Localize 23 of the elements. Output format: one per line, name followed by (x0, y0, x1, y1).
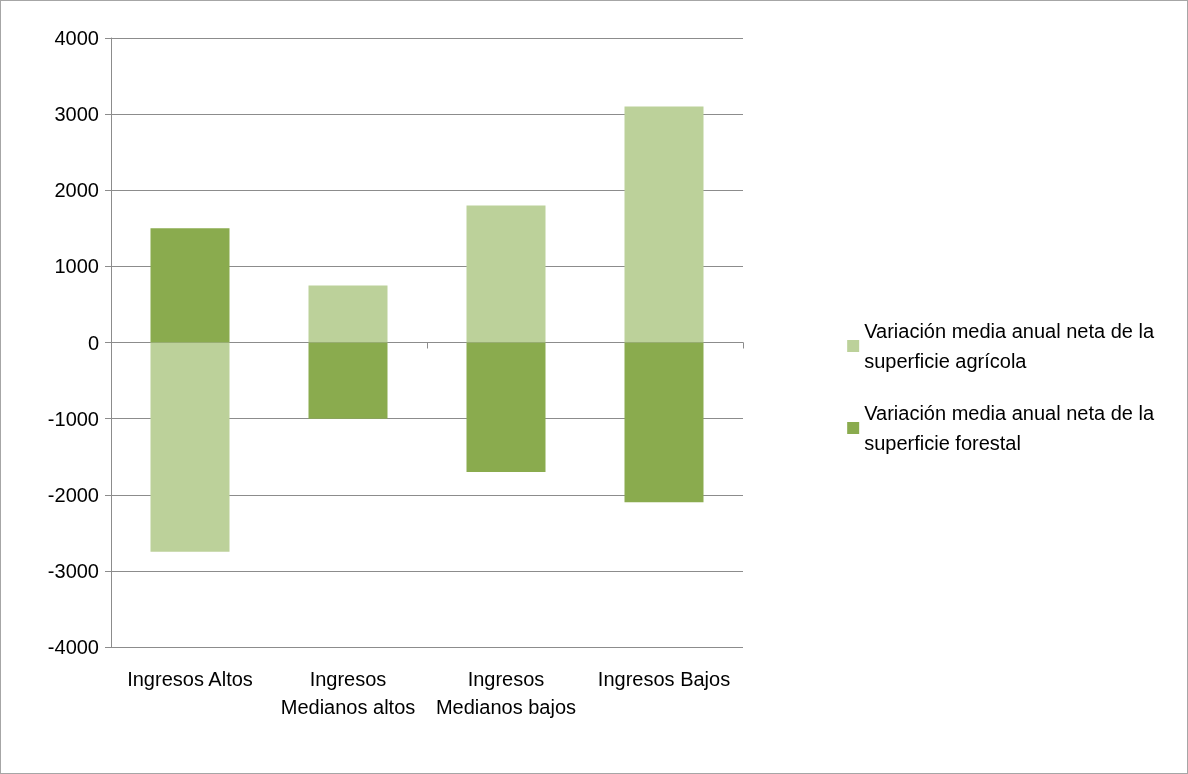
y-tick-label: 4000 (54, 27, 99, 49)
y-tick-label: -4000 (47, 636, 99, 658)
bar (308, 342, 388, 419)
legend-label: Variación media anual neta de la superficie forestal (864, 402, 1155, 454)
x-tick-label: Ingresos Bajos (597, 668, 731, 690)
bar (308, 285, 388, 343)
bar (150, 228, 230, 343)
bar (466, 205, 546, 343)
bar (150, 342, 230, 552)
y-tick-label: -2000 (47, 483, 99, 506)
x-tick-label: Ingresos Medianos altos (280, 668, 416, 718)
y-tick-label: 0 (87, 331, 99, 354)
bar (466, 342, 546, 472)
legend-label: Variación media anual neta de la superficie agrícola (864, 320, 1155, 372)
x-tick-label: Ingresos Altos (127, 668, 253, 690)
y-tick-label: -3000 (47, 559, 99, 582)
bar (624, 342, 704, 503)
y-tick-label: 1000 (54, 255, 99, 278)
y-tick-label: 2000 (54, 179, 99, 202)
y-tick-label: 3000 (54, 103, 99, 126)
bar (624, 106, 704, 343)
x-tick-label: Ingresos Medianos bajos (435, 668, 577, 718)
y-tick-label: -1000 (47, 407, 99, 430)
